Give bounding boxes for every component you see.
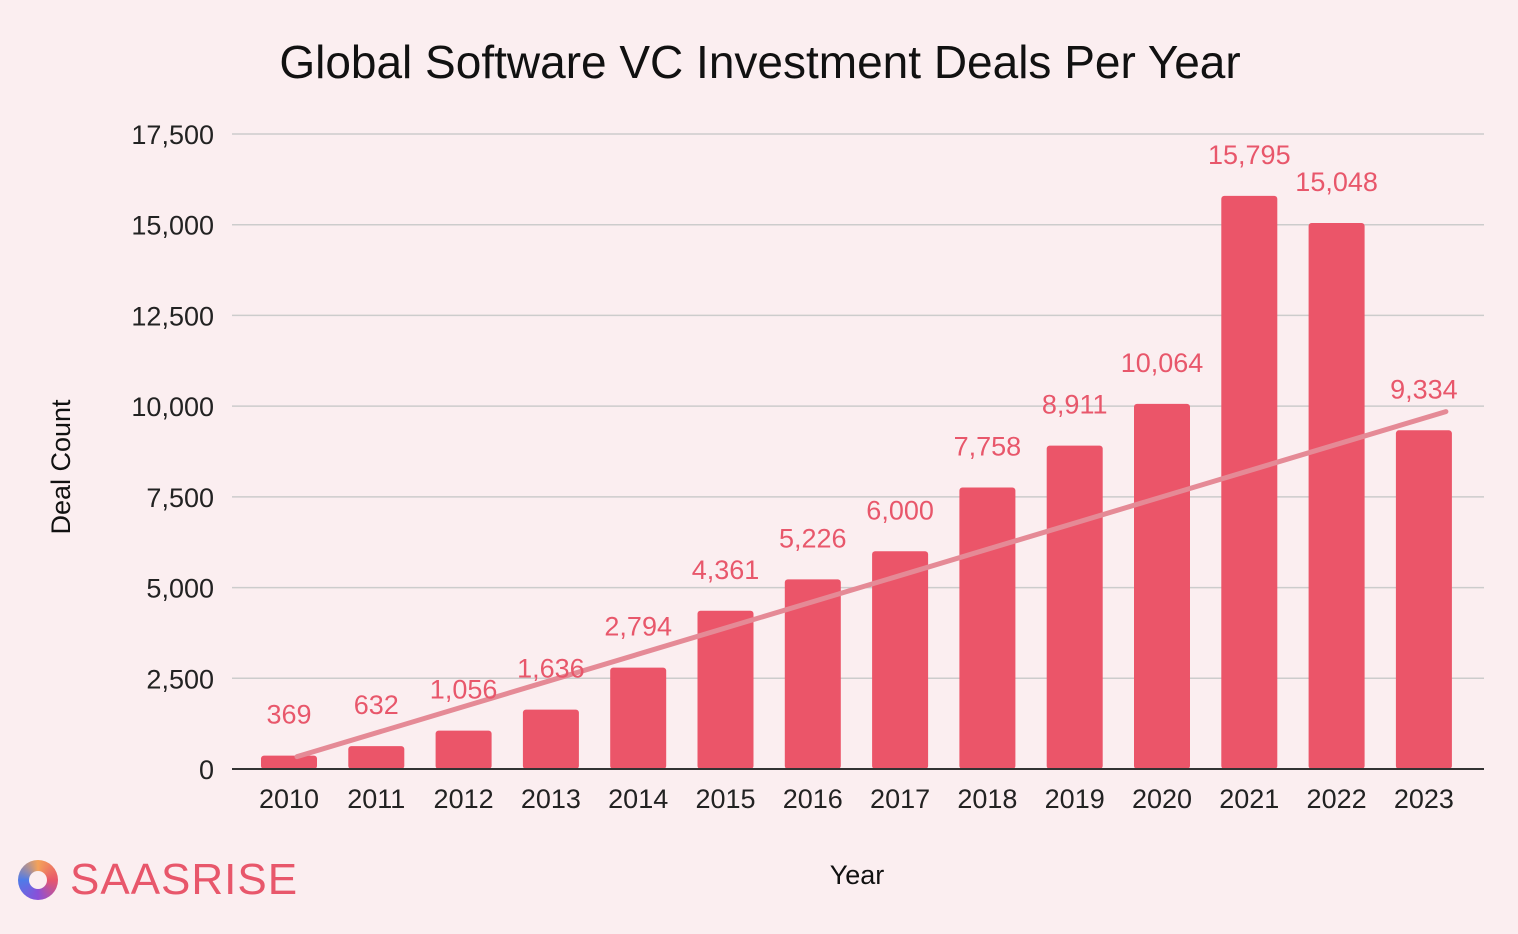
bar-2021 xyxy=(1221,195,1278,770)
bar-2012 xyxy=(435,730,492,769)
data-label-2014: 2,794 xyxy=(604,612,672,642)
x-tick-label: 2018 xyxy=(957,784,1017,814)
trendline xyxy=(294,409,1449,760)
y-tick-label: 5,000 xyxy=(146,574,214,604)
y-tick-label: 2,500 xyxy=(146,664,214,694)
brand-logo: SAASRISE xyxy=(18,852,298,908)
bar-2015 xyxy=(697,610,754,769)
bar-2020 xyxy=(1134,403,1190,769)
brand-name: SAASRISE xyxy=(70,855,299,904)
bar-2016 xyxy=(784,579,841,769)
bar-2022 xyxy=(1308,222,1365,770)
y-tick-label: 0 xyxy=(199,755,214,785)
bar-2014 xyxy=(610,667,667,769)
y-tick-label: 12,500 xyxy=(131,301,214,331)
data-label-2018: 7,758 xyxy=(954,431,1022,461)
gridlines xyxy=(232,133,1484,680)
x-tick-label: 2017 xyxy=(870,784,930,814)
x-axis-title: Year xyxy=(830,860,885,890)
x-tick-label: 2020 xyxy=(1132,784,1192,814)
x-tick-label: 2012 xyxy=(434,784,494,814)
bar-2019 xyxy=(1046,445,1103,769)
x-tick-label: 2022 xyxy=(1307,784,1367,814)
x-tick-label: 2013 xyxy=(521,784,581,814)
y-tick-label: 17,500 xyxy=(131,120,214,150)
y-tick-label: 15,000 xyxy=(131,211,214,241)
trend-line xyxy=(294,409,1449,760)
data-label-2011: 632 xyxy=(354,690,399,720)
x-tick-label: 2011 xyxy=(347,784,405,814)
data-label-2013: 1,636 xyxy=(517,654,585,684)
x-axis-ticks: 2010 2011 2012 2013 2014 2015 2016 2017 2018 2019… xyxy=(259,784,1454,814)
y-tick-label: 10,000 xyxy=(131,392,214,422)
data-label-2016: 5,226 xyxy=(779,523,847,553)
bar-2010 xyxy=(261,755,317,769)
bar-2013 xyxy=(522,709,579,769)
data-label-2023: 9,334 xyxy=(1390,374,1458,404)
x-tick-label: 2019 xyxy=(1045,784,1105,814)
data-label-2022: 15,048 xyxy=(1295,167,1378,197)
data-labels: 369 632 1,056 1,636 2,794 4,361 5,226 6,000 7,75… xyxy=(266,140,1457,730)
x-tick-label: 2010 xyxy=(259,784,319,814)
bar-2023 xyxy=(1395,430,1452,769)
data-label-2021: 15,795 xyxy=(1208,140,1291,170)
data-label-2017: 6,000 xyxy=(866,495,934,525)
data-label-2015: 4,361 xyxy=(692,555,760,585)
data-label-2020: 10,064 xyxy=(1121,348,1204,378)
y-axis-title: Deal Count xyxy=(46,399,76,535)
x-tick-label: 2015 xyxy=(695,784,755,814)
chart-title: Global Software VC Investment Deals Per … xyxy=(279,36,1240,88)
x-tick-label: 2016 xyxy=(783,784,843,814)
saasrise-logo-icon xyxy=(18,860,58,900)
y-tick-label: 7,500 xyxy=(146,483,214,513)
x-tick-label: 2014 xyxy=(608,784,668,814)
data-label-2010: 369 xyxy=(266,700,311,730)
data-label-2019: 8,911 xyxy=(1042,390,1108,420)
y-axis-ticks: 0 2,500 5,000 7,500 10,000 12,500 15,000 17,500 xyxy=(131,120,214,785)
bar-2011 xyxy=(348,746,405,769)
x-tick-label: 2021 xyxy=(1219,784,1279,814)
bar-2017 xyxy=(872,551,929,769)
data-label-2012: 1,056 xyxy=(430,675,498,705)
bar-2018 xyxy=(959,487,1016,769)
x-tick-label: 2023 xyxy=(1394,784,1454,814)
